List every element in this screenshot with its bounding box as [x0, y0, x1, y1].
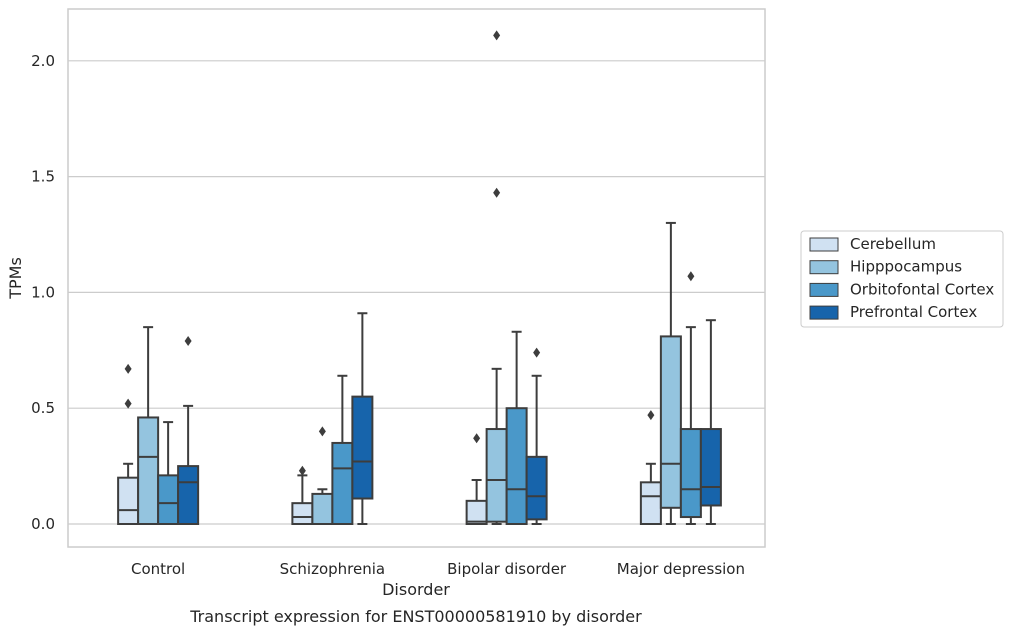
- box-hipppocampus: [485, 30, 508, 525]
- box-iqr: [465, 499, 488, 525]
- x-tick-label: Major depression: [617, 560, 745, 578]
- outlier-point: [493, 187, 501, 198]
- box-iqr: [639, 481, 662, 526]
- box-prefrontal-cortex: [525, 347, 548, 525]
- y-tick-label: 1.5: [31, 168, 55, 186]
- legend-swatch: [809, 260, 839, 275]
- outlier-point: [124, 363, 132, 374]
- y-tick-labels: 0.0 0.5 1.0 1.5 2.0: [31, 52, 55, 533]
- plot-area-frame: [67, 8, 766, 548]
- y-tick-label: 0.0: [31, 515, 55, 533]
- legend-swatch: [809, 237, 839, 252]
- box-iqr: [157, 474, 180, 526]
- outlier-point: [647, 410, 655, 421]
- box-iqr: [311, 492, 334, 525]
- box-orbitofontal-cortex: [679, 271, 702, 525]
- box-iqr: [351, 395, 374, 500]
- legend-swatch: [809, 282, 839, 297]
- outlier-point: [473, 433, 481, 444]
- box-cerebellum: [465, 433, 488, 525]
- y-axis-title: TPMs: [6, 257, 25, 300]
- legend: Cerebellum Hipppocampus Orbitofontal Corte…: [800, 230, 1004, 328]
- box-iqr: [679, 428, 702, 519]
- x-tick-label: Control: [131, 560, 185, 578]
- legend-frame: [800, 230, 1004, 328]
- y-tick-label: 1.0: [31, 283, 55, 301]
- box-iqr: [331, 441, 354, 525]
- outlier-point: [124, 398, 132, 409]
- box-marks: [117, 30, 722, 526]
- box-orbitofontal-cortex: [331, 374, 354, 525]
- chart-caption: Transcript expression for ENST0000058191…: [189, 607, 642, 626]
- box-iqr: [525, 455, 548, 521]
- legend-swatch: [809, 305, 839, 320]
- box-iqr: [137, 416, 160, 525]
- box-cerebellum: [291, 465, 314, 526]
- box-cerebellum: [117, 363, 140, 525]
- outlier-point: [493, 30, 501, 41]
- box-iqr: [659, 335, 682, 509]
- box-hipppocampus: [137, 326, 160, 525]
- outlier-point: [687, 271, 695, 282]
- box-prefrontal-cortex: [699, 319, 722, 525]
- y-tick-label: 2.0: [31, 52, 55, 70]
- x-tick-label: Bipolar disorder: [447, 560, 567, 578]
- box-iqr: [177, 465, 200, 526]
- box-cerebellum: [639, 410, 662, 526]
- outlier-point: [184, 336, 192, 347]
- box-orbitofontal-cortex: [157, 421, 180, 526]
- legend-items: Cerebellum Hipppocampus Orbitofontal Corte…: [809, 235, 994, 321]
- box-iqr: [505, 407, 528, 526]
- y-tick-label: 0.5: [31, 399, 55, 417]
- box-orbitofontal-cortex: [505, 330, 528, 526]
- box-iqr: [117, 476, 140, 525]
- legend-label: Hipppocampus: [850, 258, 962, 276]
- x-tick-labels: Control Schizophrenia Bipolar disorder Majo…: [131, 560, 745, 578]
- box-iqr: [485, 428, 508, 523]
- outlier-point: [533, 347, 541, 358]
- x-axis-title: Disorder: [382, 580, 450, 599]
- outlier-point: [318, 426, 326, 437]
- box-iqr: [699, 428, 722, 507]
- x-tick-label: Schizophrenia: [280, 560, 385, 578]
- box-hipppocampus: [659, 221, 682, 525]
- box-hipppocampus: [311, 426, 334, 525]
- box-prefrontal-cortex: [351, 312, 374, 525]
- box-iqr: [291, 502, 314, 526]
- legend-label: Orbitofontal Cortex: [850, 280, 994, 298]
- legend-label: Prefrontal Cortex: [850, 303, 977, 321]
- box-prefrontal-cortex: [177, 336, 200, 526]
- outlier-point: [298, 465, 306, 476]
- legend-label: Cerebellum: [850, 235, 936, 253]
